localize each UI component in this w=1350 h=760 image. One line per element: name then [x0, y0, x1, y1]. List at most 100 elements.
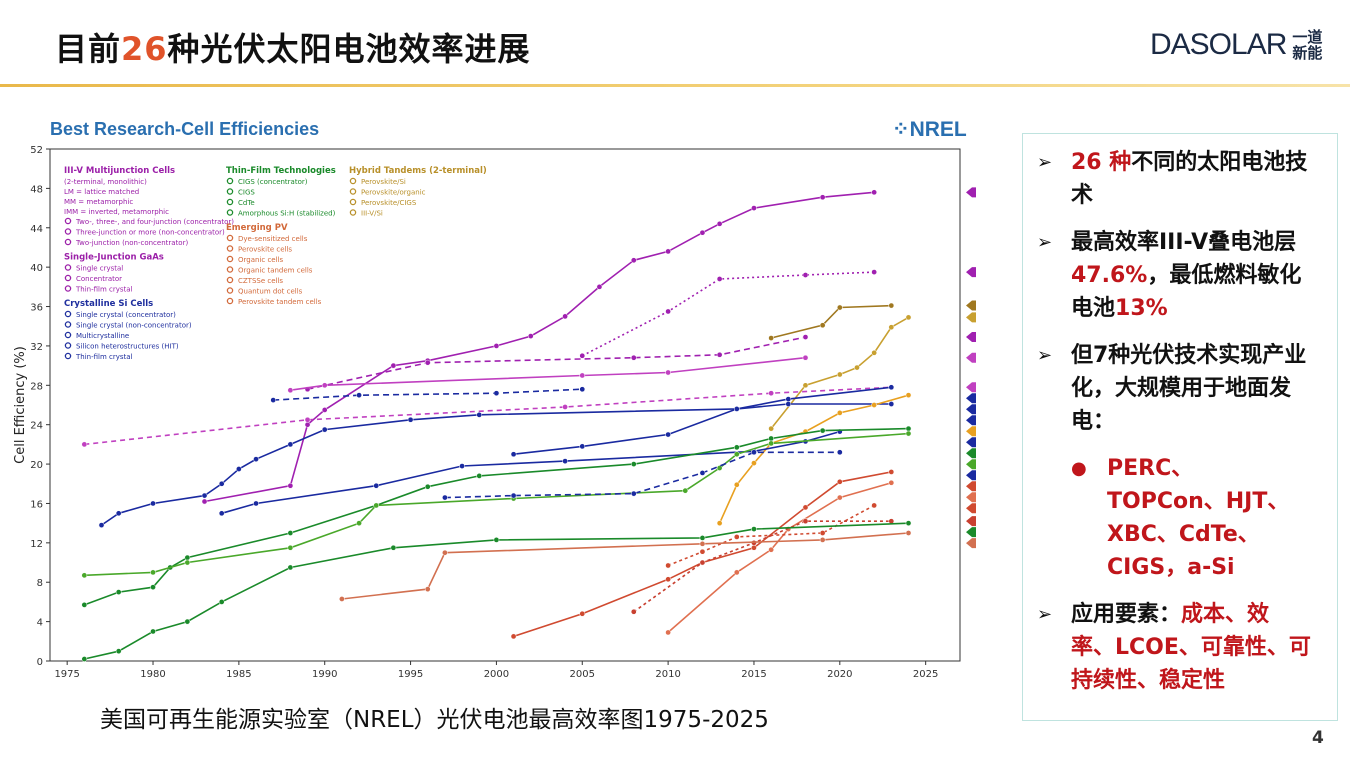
- data-point: [493, 390, 500, 397]
- data-point: [836, 494, 843, 501]
- data-point: [751, 460, 757, 466]
- data-point: [802, 518, 809, 525]
- data-point: [733, 444, 740, 451]
- end-label-tag: [966, 481, 976, 492]
- x-tick-label: 2020: [827, 669, 852, 680]
- plot-frame: [49, 148, 961, 662]
- data-point: [751, 544, 757, 551]
- x-tick-label: 1995: [398, 669, 423, 680]
- legend-group-title: Hybrid Tandems (2-terminal): [349, 166, 487, 176]
- legend-item: CdTe: [238, 199, 255, 207]
- legend-marker: [64, 342, 72, 349]
- bullet-text-segment: 最高效率III-V叠电池层: [1071, 230, 1297, 255]
- data-point: [184, 618, 191, 625]
- data-point: [630, 490, 637, 497]
- data-point: [905, 430, 912, 437]
- legend-item: Single crystal: [76, 265, 123, 273]
- data-point: [733, 451, 740, 458]
- header-divider: [0, 84, 1350, 87]
- data-point: [287, 387, 294, 394]
- data-point: [905, 425, 912, 432]
- series-line: [581, 271, 875, 357]
- series-line: [221, 430, 841, 515]
- data-point: [356, 392, 362, 399]
- legend-item: Quantum dot cells: [238, 288, 303, 296]
- end-label-tag: [966, 437, 976, 448]
- data-point: [819, 530, 826, 536]
- data-point: [665, 576, 671, 583]
- data-point: [373, 502, 380, 509]
- x-tick-label: 2000: [484, 669, 509, 680]
- data-point: [733, 406, 740, 412]
- bullet-text: 应用要素：成本、效率、LCOE、可靠性、可持续性、稳定性: [1071, 598, 1311, 697]
- data-point: [476, 411, 483, 418]
- legend-marker: [64, 238, 72, 246]
- bullet-text-segment: 成本、效率、LCOE、可靠性、可持续性、稳定性: [1071, 602, 1311, 693]
- data-point: [665, 308, 671, 315]
- data-point: [871, 269, 878, 275]
- data-point: [579, 386, 586, 393]
- data-point: [562, 313, 568, 320]
- series-line: [307, 336, 806, 390]
- legend-item: Organic tandem cells: [238, 267, 313, 275]
- data-point: [321, 426, 328, 433]
- data-point: [201, 492, 208, 499]
- data-point: [733, 569, 740, 576]
- data-point: [390, 544, 397, 551]
- legend-note: LM = lattice matched: [64, 188, 139, 196]
- data-point: [871, 502, 878, 509]
- data-point: [699, 535, 706, 541]
- legend-marker: [226, 198, 234, 206]
- legend-item: CIGS (concentrator): [238, 178, 308, 186]
- data-point: [579, 443, 586, 450]
- data-point: [184, 554, 191, 561]
- data-point: [871, 189, 878, 196]
- end-label-tag: [966, 459, 976, 470]
- x-tick-label: 2005: [570, 669, 595, 680]
- title-part: 目前: [55, 30, 122, 68]
- end-label-tag: [966, 393, 976, 404]
- data-point: [218, 510, 225, 517]
- y-tick-label: 40: [30, 263, 43, 274]
- y-tick-label: 48: [30, 184, 43, 195]
- data-point: [733, 481, 740, 488]
- legend-note: (2-terminal, monolithic): [64, 178, 147, 186]
- bullet-text-segment: 13%: [1115, 296, 1168, 321]
- legend-marker: [64, 321, 72, 328]
- data-point: [630, 354, 637, 361]
- data-point: [699, 470, 706, 476]
- data-point: [81, 572, 88, 579]
- data-point: [287, 441, 294, 448]
- data-point: [493, 537, 500, 543]
- chart-title: Best Research-Cell Efficiencies: [50, 119, 319, 139]
- x-tick-label: 2015: [741, 669, 766, 680]
- arrow-bullet-icon: ➢: [1037, 152, 1053, 173]
- legend-group-title: Thin-Film Technologies: [226, 166, 336, 176]
- legend-item: CZTSSe cells: [238, 277, 283, 285]
- data-point: [442, 494, 448, 501]
- end-label-tag: [966, 267, 976, 278]
- data-point: [304, 416, 311, 423]
- data-point: [768, 440, 774, 447]
- legend-note: IMM = inverted, metamorphic: [64, 208, 169, 216]
- y-tick-label: 36: [30, 303, 43, 314]
- data-point: [510, 492, 517, 499]
- series-line: [101, 403, 892, 526]
- bullet-text: 26 种不同的太阳电池技术: [1071, 146, 1311, 212]
- legend-marker: [64, 228, 72, 235]
- legend-marker: [64, 310, 72, 318]
- data-point: [768, 435, 774, 442]
- data-point: [905, 520, 912, 527]
- y-tick-label: 12: [30, 539, 43, 550]
- legend-item: Amorphous Si:H (stabilized): [238, 210, 336, 218]
- y-tick-label: 8: [37, 578, 43, 589]
- bullet-text: 最高效率III-V叠电池层 47.6%，最低燃料敏化电池13%: [1071, 226, 1311, 325]
- legend-marker: [64, 217, 72, 225]
- data-point: [905, 314, 912, 321]
- bullet-text-segment: 47.6%: [1071, 263, 1148, 288]
- series-line: [444, 451, 840, 499]
- data-point: [819, 427, 826, 434]
- data-point: [407, 416, 414, 423]
- data-point: [716, 520, 723, 527]
- logo-wordmark: DASOLAR: [1150, 28, 1287, 61]
